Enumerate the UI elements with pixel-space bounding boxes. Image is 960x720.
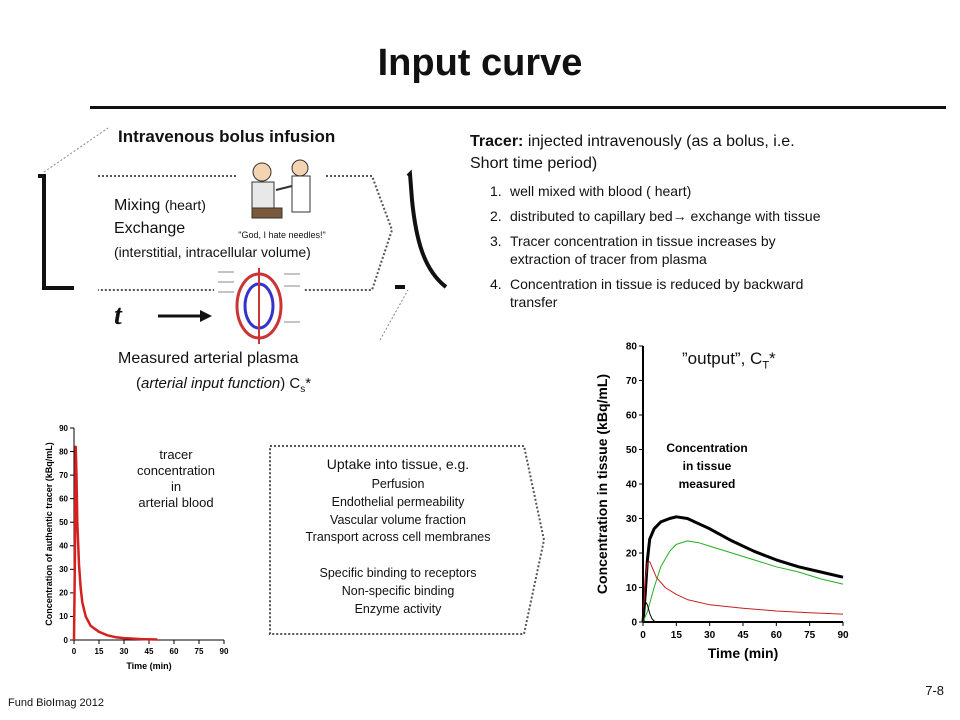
x-tick-label: 0 (640, 630, 646, 641)
tracer-label: Tracer: (470, 133, 524, 150)
x-tick-label: 45 (145, 647, 154, 656)
y-axis-label: Concentration of authentic tracer (kBq/m… (44, 442, 54, 626)
bolus-profile (38, 174, 74, 290)
y-tick-label: 90 (59, 424, 68, 433)
exchange-text: Exchange (114, 220, 186, 237)
annotation-line: in tissue (683, 459, 732, 473)
tracer-description: Tracer: injected intravenously (as a bol… (470, 131, 940, 175)
x-tick-label: 75 (804, 630, 816, 641)
x-tick-label: 15 (671, 630, 683, 641)
mixing-text: Mixing (114, 197, 161, 214)
y-tick-label: 30 (59, 565, 68, 574)
y-tick-label: 10 (59, 612, 68, 621)
tracer-step: 4. Concentration in tissue is reduced by … (490, 276, 804, 310)
uptake-title: Uptake into tissue, e.g. (326, 456, 470, 472)
uptake-item: Perfusion (371, 477, 425, 491)
red-compartment-curve (642, 561, 844, 623)
uptake-spacer (272, 547, 524, 565)
slide-title: Input curve (377, 42, 583, 84)
uptake-item: Non-specific binding (341, 583, 455, 598)
tracer-step: 2. distributed to capillary bed→ exchange… (490, 208, 821, 224)
y-axis-label: Concentration in tissue (kBq/mL) (594, 374, 610, 594)
tracer-step: 1. well mixed with blood ( heart) (490, 183, 692, 199)
mixing-line: Mixing (heart) (114, 197, 206, 215)
x-tick-label: 0 (72, 647, 77, 656)
y-tick-label: 40 (626, 480, 638, 491)
measured-plasma-label: Measured arterial plasma (118, 350, 299, 367)
mixing-paren: (heart) (164, 197, 206, 213)
x-tick-label: 75 (195, 647, 204, 656)
y-tick-label: 40 (59, 542, 68, 551)
y-tick-label: 70 (59, 471, 68, 480)
x-tick-label: 30 (704, 630, 716, 641)
tissue-concentration-chart: 0 10 20 30 40 50 60 70 80 0 15 30 45 60 75 90 Time (min)… (594, 342, 849, 662)
y-tick-label: 0 (631, 618, 637, 629)
x-tick-label: 30 (120, 647, 129, 656)
uptake-item: Enzyme activity (354, 601, 442, 616)
blood-curve-line (72, 445, 158, 641)
total-tissue-curve (641, 515, 844, 623)
y-tick-label: 60 (626, 411, 638, 422)
x-tick-label: 90 (220, 647, 229, 656)
measured-guide-line (379, 289, 409, 341)
uptake-list: Perfusion Endothelial permeability Vascu… (272, 476, 524, 618)
tracer-text: injected intravenously (as a bolus, i.e. (523, 133, 795, 150)
uptake-item: Endothelial permeability (331, 494, 465, 509)
arterial-input-function-text: arterial input function (141, 375, 281, 392)
arterial-input-function-label: (arterial input function) Cs* (136, 375, 312, 395)
cartoon-figure-icon (238, 150, 326, 246)
initial-spike-curve (642, 600, 657, 623)
uptake-item: Vascular volume fraction (330, 512, 466, 527)
input-curve-profile (406, 169, 448, 289)
time-symbol: t (114, 300, 122, 331)
footer-left: Fund BioImag 2012 (8, 697, 105, 709)
annotation-line: Concentration (666, 441, 747, 455)
x-tick-label: 90 (837, 630, 849, 641)
tracer-steps: 1. well mixed with blood ( heart) 2. distr… (490, 182, 940, 311)
exchange-detail: (interstitial, intracellular volume) (114, 244, 311, 260)
title-divider (90, 106, 946, 109)
y-tick-label: 20 (626, 549, 638, 560)
uptake-item: Specific binding to receptors (319, 565, 477, 580)
x-axis-label: Time (min) (708, 645, 779, 661)
y-tick-label: 70 (626, 376, 638, 387)
x-tick-label: 60 (170, 647, 179, 656)
green-compartment-curve (642, 540, 844, 623)
x-axis-label: Time (min) (126, 661, 171, 671)
tracer-text-2: Short time period) (470, 155, 598, 172)
y-tick-label: 50 (626, 445, 638, 456)
blood-curve-label: tracer concentration in arterial blood (136, 447, 216, 510)
page-number: 7-8 (925, 683, 944, 698)
output-label: ”output”, CT* (682, 349, 776, 372)
bolus-label: Intravenous bolus infusion (118, 127, 336, 146)
y-tick-label: 60 (59, 494, 68, 503)
y-tick-label: 50 (59, 518, 68, 527)
tracer-step: 3. Tracer concentration in tissue increas… (490, 233, 776, 267)
x-tick-label: 60 (771, 630, 783, 641)
cartoon-caption: "God, I hate needles!" (238, 230, 326, 240)
x-tick-label: 15 (95, 647, 104, 656)
annotation-line: measured (679, 477, 736, 491)
bolus-guide-line (43, 127, 109, 173)
x-tick-label: 45 (737, 630, 749, 641)
uptake-item: Transport across cell membranes (305, 530, 491, 545)
y-tick-label: 30 (626, 514, 638, 525)
y-tick-label: 10 (626, 583, 638, 594)
time-arrow-head (200, 310, 212, 322)
circulation-diagram-icon (214, 262, 304, 348)
arterial-blood-chart: 0 10 20 30 40 50 60 70 80 90 0 15 30 45 60 75 90 Time (mi… (44, 424, 229, 671)
y-tick-label: 80 (59, 447, 68, 456)
y-tick-label: 80 (626, 342, 638, 353)
needle-cartoon: "God, I hate needles!" (238, 150, 326, 246)
y-tick-label: 20 (59, 589, 68, 598)
y-tick-label: 0 (64, 636, 69, 645)
